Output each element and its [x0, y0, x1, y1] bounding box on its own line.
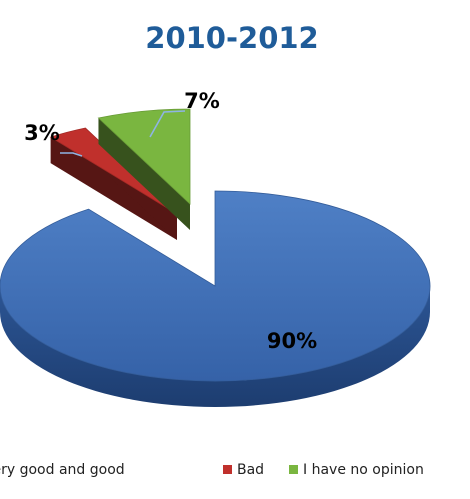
leader-line-bad — [60, 152, 83, 157]
data-labels: 90% 3% 7% — [24, 89, 317, 353]
slice-very-good-and-good — [0, 190, 431, 407]
legend-label-i-have-no-opinion: I have no opinion — [303, 462, 424, 478]
slice-wall-start-bad — [50, 137, 177, 240]
pie-slices — [0, 108, 431, 407]
legend-swatch-bad — [223, 465, 232, 474]
data-label-very-good-and-good: 90% — [267, 329, 317, 353]
slice-top-very-good-and-good — [0, 190, 431, 382]
slice-wall-start-i-have-no-opinion — [98, 118, 190, 230]
chart-title: 2010-2012 — [145, 21, 318, 55]
legend-item-i-have-no-opinion: I have no opinion — [289, 462, 424, 478]
legend-swatch-i-have-no-opinion — [289, 465, 298, 474]
slice-top-i-have-no-opinion — [97, 108, 191, 205]
data-label-bad: 3% — [24, 121, 60, 145]
leader-line-i-have-no-opinion — [149, 110, 186, 138]
legend-item-bad: Bad — [223, 462, 264, 478]
data-label-i-have-no-opinion: 7% — [184, 89, 220, 113]
leader-lines — [60, 110, 186, 157]
legend-label-bad: Bad — [237, 462, 264, 478]
slice-side-very-good-and-good — [0, 286, 430, 407]
legend-item-very-good-and-good: Very good and good — [0, 462, 125, 478]
legend: Very good and good Bad I have no opinion — [0, 462, 424, 478]
slice-top-bad — [49, 127, 178, 215]
legend-label-very-good-and-good: Very good and good — [0, 462, 125, 478]
slice-bad — [49, 127, 178, 240]
slice-i-have-no-opinion — [97, 108, 191, 230]
